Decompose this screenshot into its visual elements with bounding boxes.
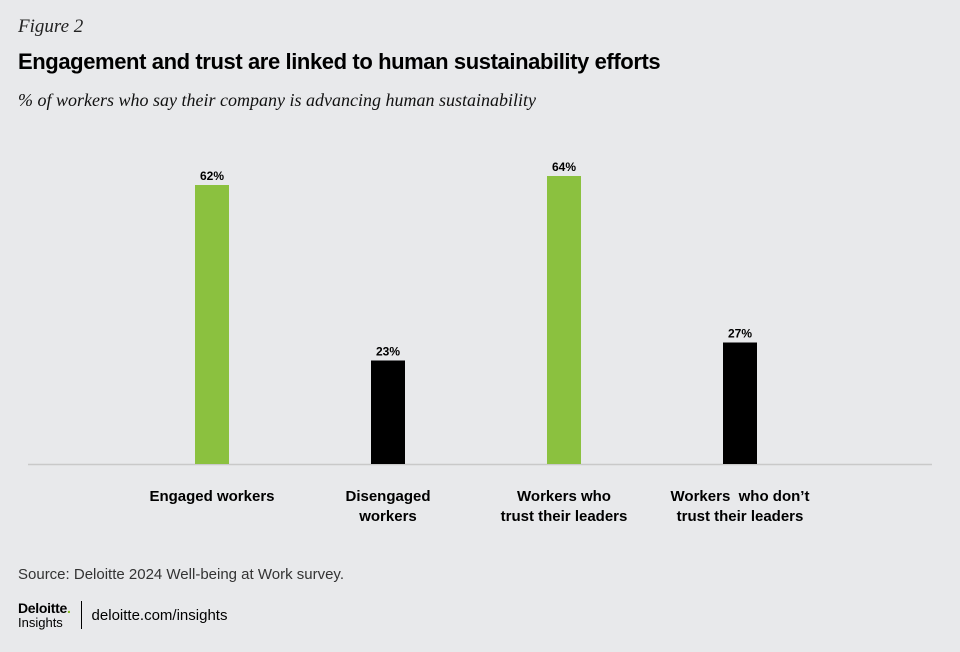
figure-label: Figure 2 — [18, 16, 84, 37]
category-label-line: Workers who don’t — [671, 488, 810, 505]
category-label-line: trust their leaders — [501, 508, 628, 525]
logo-dot: . — [66, 600, 71, 616]
footer: Deloitte. Insights deloitte.com/insights — [18, 600, 227, 630]
category-label-line: trust their leaders — [677, 508, 804, 525]
category-label-2: Disengaged workers — [345, 488, 430, 525]
logo-wordmark: Deloitte. — [18, 601, 71, 615]
data-label-4: 27% — [728, 327, 752, 341]
chart-title: Engagement and trust are linked to human… — [18, 49, 661, 74]
category-label-3: Workers who trust their leaders — [501, 488, 628, 525]
bar-chart: 62% Engaged workers 23% Disengaged workers 64… — [28, 160, 932, 525]
source-note: Source: Deloitte 2024 Well-being at Work… — [18, 566, 344, 583]
logo-wordmark-text: Deloitte — [18, 600, 67, 616]
data-label-2: 23% — [376, 345, 400, 359]
category-label-line: Disengaged — [345, 488, 430, 505]
data-label-3: 64% — [552, 160, 576, 174]
bar-1 — [195, 185, 229, 464]
deloitte-insights-link[interactable]: deloitte.com/insights — [91, 606, 228, 624]
footer-divider — [80, 601, 82, 629]
bar-3 — [547, 176, 581, 464]
category-label-4: Workers who don’t trust their leaders — [671, 488, 810, 525]
bar-4 — [723, 342, 757, 464]
category-label-1: Engaged workers — [149, 488, 274, 505]
category-label-line: Workers who — [517, 488, 611, 505]
logo-subtext: Insights — [18, 615, 63, 630]
category-label-line: Engaged workers — [149, 488, 274, 505]
deloitte-insights-logo: Deloitte. Insights — [18, 601, 71, 629]
category-label-line: workers — [358, 508, 417, 525]
data-label-1: 62% — [200, 169, 224, 183]
chart-subtitle: % of workers who say their company is ad… — [18, 90, 536, 110]
bar-2 — [371, 360, 405, 464]
